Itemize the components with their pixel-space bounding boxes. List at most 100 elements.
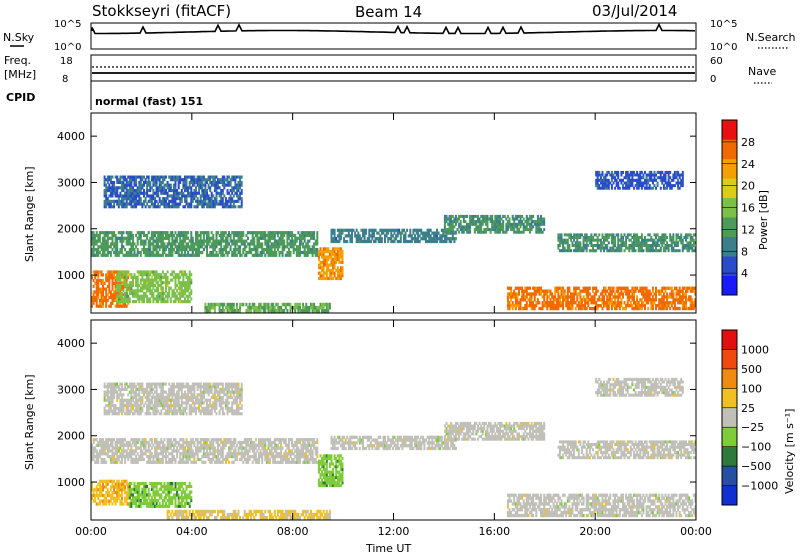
power-cell (610, 246, 613, 250)
power-cell (332, 277, 335, 281)
power-cell (226, 205, 229, 209)
power-cell (585, 238, 588, 242)
power-cell (157, 189, 160, 193)
power-cell (316, 233, 319, 238)
power-cell (199, 202, 202, 206)
power-cell (628, 176, 631, 180)
power-cell (224, 248, 227, 252)
power-cell (120, 292, 123, 296)
power-cell (152, 297, 155, 301)
power-cell (212, 202, 215, 206)
power-cell (587, 289, 590, 293)
power-cell (146, 289, 149, 293)
power-cell (198, 180, 201, 184)
power-cell (308, 233, 311, 238)
power-cell (209, 189, 212, 193)
power-cell (651, 249, 654, 253)
power-cell (500, 228, 503, 232)
power-cell (546, 298, 549, 302)
power-cell (240, 202, 243, 206)
power-cell (587, 244, 590, 247)
power-cell (187, 189, 190, 193)
power-cell (172, 275, 175, 279)
power-cell (125, 231, 128, 235)
power-cell (587, 236, 590, 239)
power-cell (172, 242, 175, 246)
power-cell (303, 231, 306, 235)
power-cell (673, 298, 676, 302)
power-cell (330, 255, 333, 259)
power-cell (160, 242, 163, 246)
power-cell (628, 233, 631, 237)
power-cell (132, 199, 134, 203)
power-cell (128, 178, 131, 182)
power-cell (141, 205, 144, 209)
power-cell (161, 245, 164, 249)
power-cell (149, 297, 152, 301)
power-cell (207, 205, 210, 209)
power-cell (128, 281, 131, 285)
power-cell (642, 181, 645, 185)
power-cell (100, 281, 103, 285)
power-y-axis-label: Slant Range [km] (23, 166, 36, 262)
power-cell (617, 233, 620, 237)
power-cell (651, 244, 654, 247)
velocity-cell (139, 501, 142, 505)
power-cell (254, 250, 257, 255)
power-cell (443, 239, 446, 244)
power-cell (125, 242, 128, 246)
power-cell (154, 233, 156, 238)
power-cell (456, 217, 459, 221)
power-cell (633, 289, 635, 293)
power-cell (147, 178, 150, 182)
power-cell (165, 283, 167, 287)
power-cell (647, 292, 650, 296)
power-cell (226, 239, 229, 243)
power-cell (234, 183, 237, 187)
power-cell (242, 231, 245, 235)
velocity-cell (128, 487, 131, 491)
power-cell (102, 296, 104, 300)
velocity-cell (106, 499, 109, 503)
power-cell (680, 233, 683, 237)
power-cell (675, 292, 678, 296)
power-cell (518, 306, 520, 311)
power-cell (403, 228, 405, 232)
power-cell (138, 202, 141, 206)
power-cell (198, 199, 201, 203)
velocity-cells (91, 377, 697, 520)
power-cell (259, 253, 262, 257)
power-cell (538, 306, 541, 311)
power-cell (338, 277, 341, 281)
velocity-cell (98, 479, 101, 483)
power-cell (642, 304, 645, 308)
power-cell (622, 186, 624, 190)
power-cell (633, 246, 635, 250)
power-cell (629, 178, 632, 182)
velocity-cell (139, 499, 142, 503)
power-cell (529, 295, 531, 299)
power-cell (662, 301, 665, 305)
power-cell (302, 250, 305, 255)
power-cell (313, 242, 316, 246)
power-cell (102, 236, 104, 240)
power-cell (196, 180, 199, 184)
power-cell (132, 278, 134, 282)
power-cell (692, 289, 695, 293)
power-cell (680, 178, 683, 182)
power-cell (590, 295, 593, 299)
power-cell (651, 173, 654, 177)
power-cell (365, 239, 368, 244)
power-cell (138, 250, 141, 255)
power-cell (678, 236, 681, 239)
power-cell (573, 289, 576, 293)
power-cell (628, 298, 631, 302)
power-cell (141, 183, 144, 187)
power-cell (157, 253, 160, 257)
power-cell (670, 295, 673, 299)
power-cell (606, 173, 609, 177)
power-cell (647, 181, 650, 185)
power-cell (158, 275, 161, 279)
power-cell (666, 186, 669, 190)
power-cell (91, 304, 93, 308)
